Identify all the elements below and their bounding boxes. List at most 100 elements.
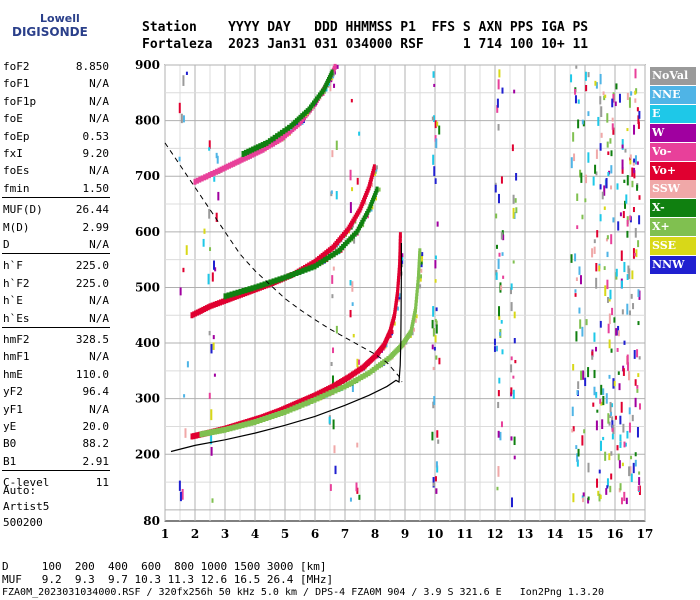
trace-point <box>286 404 290 410</box>
noise-echo <box>628 268 631 279</box>
trace-point <box>210 170 214 177</box>
trace-point <box>348 380 352 387</box>
noise-echo <box>599 73 602 85</box>
trace-point <box>237 292 241 299</box>
noise-echo <box>356 177 359 185</box>
noise-echo <box>607 151 610 155</box>
param-yf2: yF2 96.4 <box>3 385 109 399</box>
trace-point <box>277 411 281 418</box>
noise-echo <box>570 74 573 83</box>
x-tick-label: 16 <box>607 527 624 541</box>
noise-echo <box>432 482 435 487</box>
trace-point <box>398 258 402 265</box>
legend-vo-: Vo+ <box>650 161 696 180</box>
noise-echo <box>629 215 632 221</box>
noise-echo <box>578 307 581 314</box>
trace-point <box>420 263 423 268</box>
noise-echo <box>612 127 615 135</box>
noise-echo <box>433 83 436 87</box>
trace-point <box>219 299 222 306</box>
trace-point <box>318 260 322 267</box>
muf-row: MUF 9.2 9.3 9.7 10.3 11.3 12.6 16.5 26.4… <box>2 573 334 586</box>
trace-point <box>421 252 424 257</box>
trace-point <box>193 178 197 185</box>
trace-point <box>289 123 293 130</box>
trace-point <box>259 282 263 289</box>
y-tick-label: 600 <box>135 225 160 239</box>
noise-echo <box>580 172 583 183</box>
trace-point <box>205 173 209 180</box>
noise-echo <box>330 361 333 367</box>
noise-echo <box>212 342 215 350</box>
param-key: yE <box>3 420 17 433</box>
noise-echo <box>178 102 181 114</box>
trace-point <box>240 156 244 163</box>
noise-echo <box>624 200 627 209</box>
trace-point <box>345 382 349 389</box>
noise-echo <box>607 323 610 334</box>
noise-echo <box>600 401 603 406</box>
trace-point <box>265 415 269 422</box>
trace-point <box>322 251 326 258</box>
noise-echo <box>615 83 618 90</box>
trace-point <box>232 290 236 297</box>
noise-echo <box>358 359 361 365</box>
noise-echo <box>434 120 437 129</box>
x-tick-label: 17 <box>637 527 654 541</box>
noise-echo <box>432 477 435 488</box>
noise-echo <box>602 436 605 441</box>
param-hmf1: hmF1 N/A <box>3 350 109 364</box>
noise-echo <box>331 275 334 284</box>
noise-echo <box>512 389 515 399</box>
param-key: foF2 <box>3 60 30 73</box>
trace-point <box>284 132 288 139</box>
noise-echo <box>631 180 634 188</box>
noise-echo <box>349 169 352 181</box>
trace-point <box>225 297 229 304</box>
noise-echo <box>438 357 441 365</box>
noise-echo <box>585 84 588 92</box>
x-tick-label: 13 <box>517 527 534 541</box>
param-hme: hmE 110.0 <box>3 368 109 382</box>
trace-point <box>351 232 355 239</box>
trace-point <box>244 154 248 161</box>
trace-point <box>309 393 313 400</box>
noise-echo <box>604 285 607 296</box>
trace-point <box>335 249 339 256</box>
noise-echo <box>436 221 439 227</box>
trace-point <box>415 286 419 293</box>
noise-echo <box>582 492 585 497</box>
noise-echo <box>636 107 639 112</box>
trace-point <box>398 295 401 300</box>
x-tick-label: 3 <box>221 527 229 541</box>
noise-echo <box>501 252 504 256</box>
trace-point <box>223 297 227 304</box>
noise-echo <box>632 303 635 310</box>
trace-point <box>320 388 324 395</box>
trace-point <box>290 402 294 409</box>
noise-echo <box>513 337 516 344</box>
param-value: 328.5 <box>75 333 109 346</box>
noise-echo <box>351 187 354 192</box>
trace-point <box>412 327 415 332</box>
noise-echo <box>355 482 358 492</box>
noise-echo <box>629 159 632 165</box>
noise-echo <box>633 350 636 359</box>
trace-point <box>230 161 234 168</box>
noise-echo <box>626 303 629 315</box>
param-value: N/A <box>89 402 109 416</box>
noise-echo <box>611 433 614 440</box>
trace-point <box>266 411 270 418</box>
y-tick-label: 500 <box>135 280 160 294</box>
noise-echo <box>628 466 631 477</box>
trace-point <box>375 167 378 172</box>
trace-point <box>294 118 298 125</box>
noise-echo <box>435 324 438 334</box>
trace-point <box>415 290 419 296</box>
trace-point <box>229 425 233 432</box>
noise-echo <box>606 141 609 148</box>
trace-point <box>289 272 293 279</box>
trace-point <box>265 280 269 287</box>
trace-point <box>420 274 422 279</box>
noise-echo <box>208 208 211 219</box>
